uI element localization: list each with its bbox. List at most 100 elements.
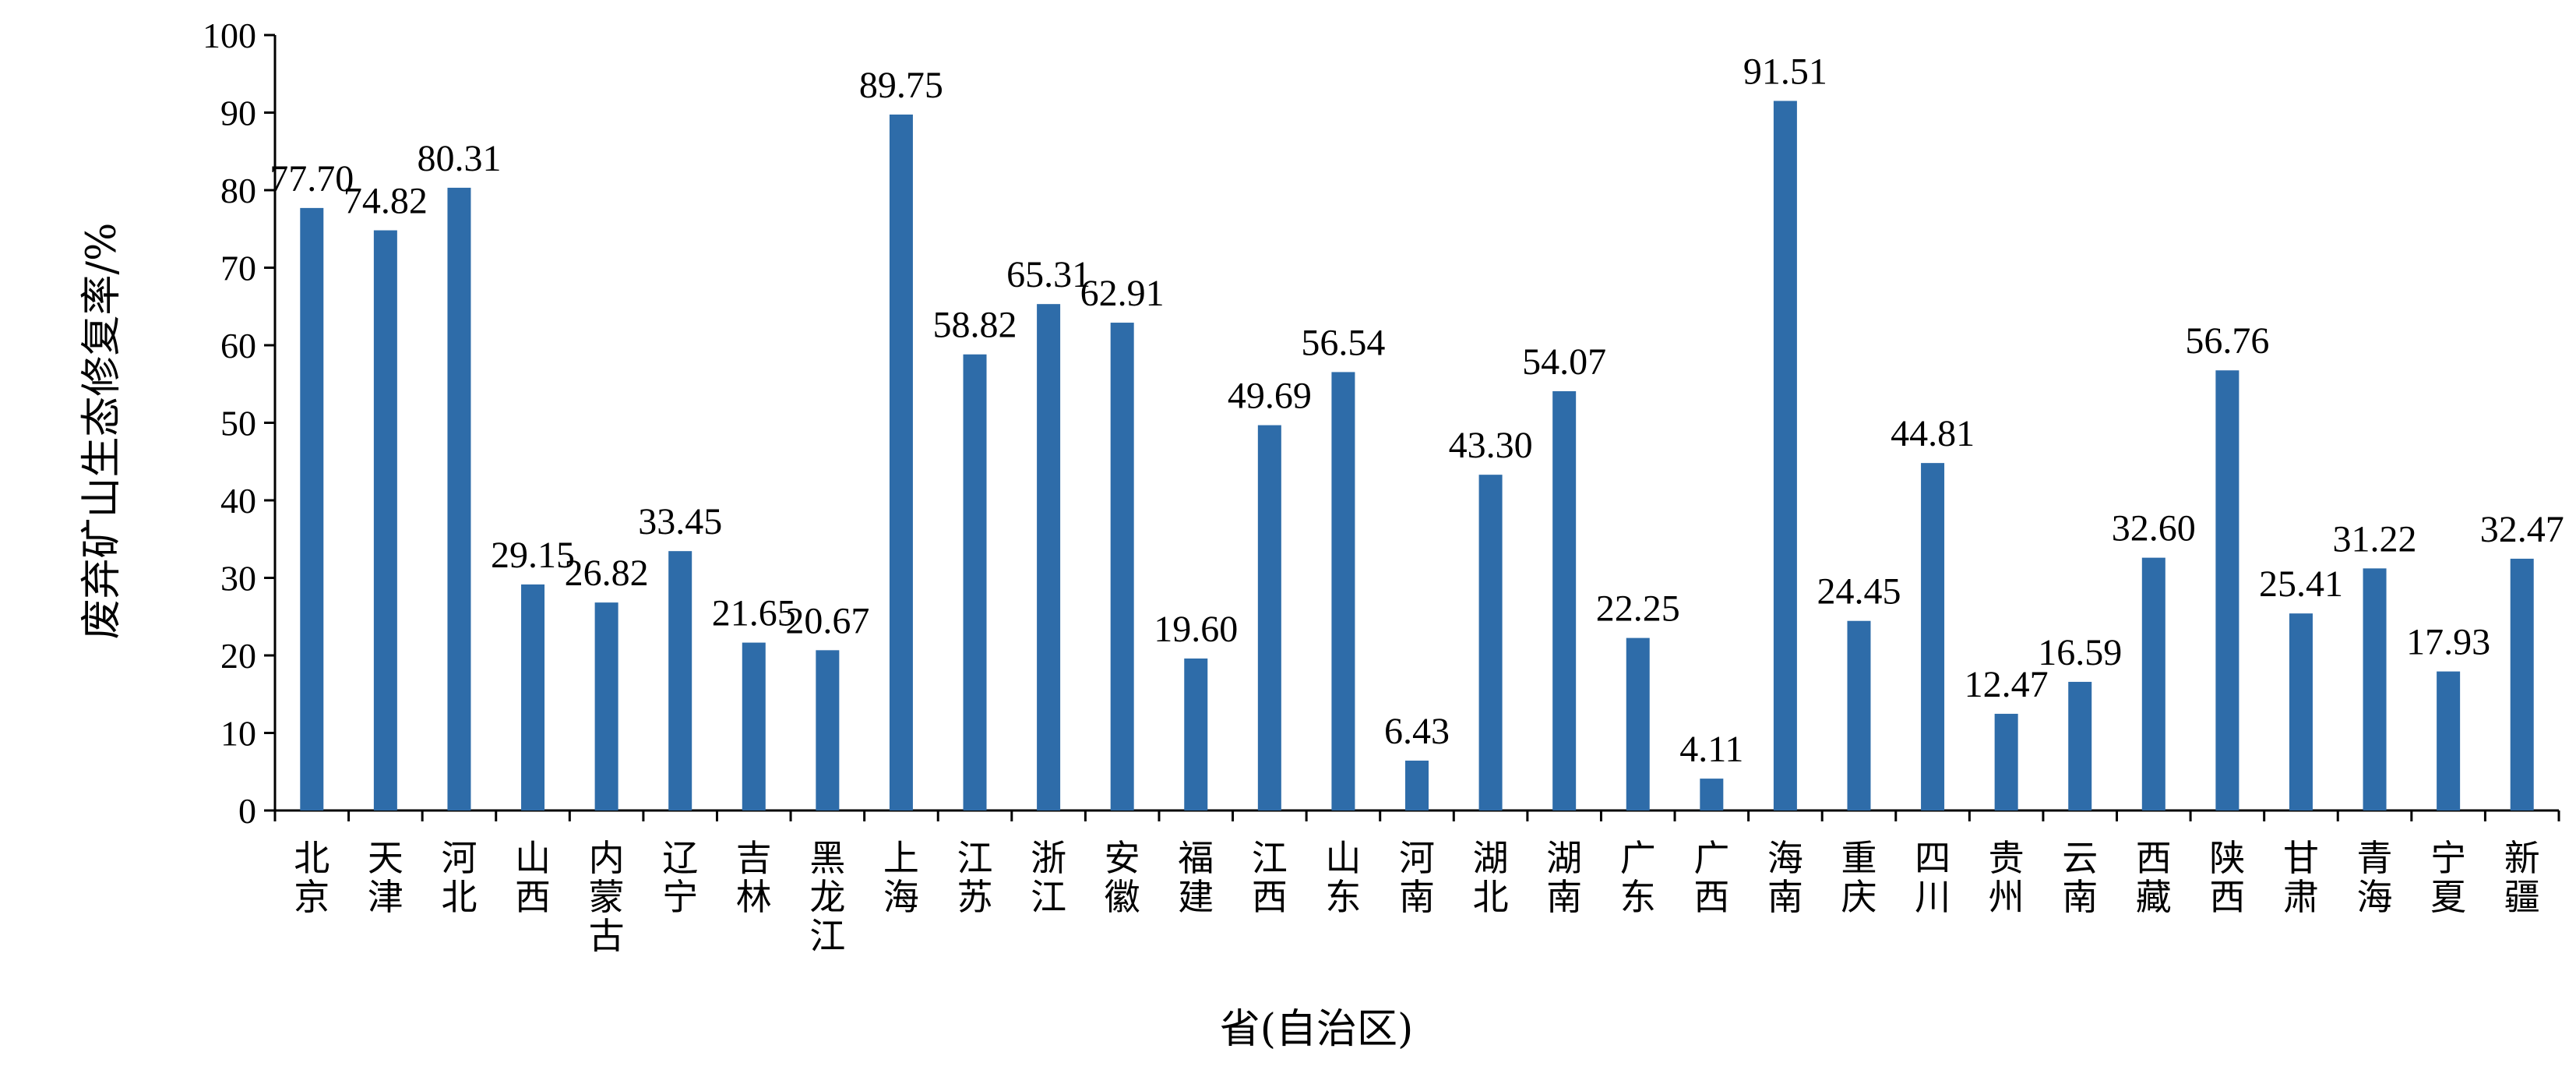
data-label: 43.30 [1449, 425, 1533, 466]
data-label: 22.25 [1596, 588, 1680, 630]
data-label: 25.41 [2259, 563, 2343, 605]
x-tick-label: 海南 [1767, 837, 1803, 918]
x-tick-label: 青海 [2357, 837, 2393, 918]
bar [889, 114, 913, 811]
bar [1331, 372, 1355, 810]
bar [1847, 620, 1871, 810]
plot-area: 0 10 20 30 40 50 60 70 80 90 100 77.70 北京 74.82 天津 80.3… [203, 16, 2564, 957]
bar [1994, 713, 2018, 810]
x-tick-label: 湖北 [1473, 837, 1509, 918]
x-tick-label: 江苏 [957, 837, 993, 918]
x-tick-label: 浙江 [1031, 837, 1066, 918]
data-label: 4.11 [1679, 729, 1743, 770]
x-tick-label: 广西 [1693, 837, 1729, 918]
data-label: 17.93 [2406, 622, 2490, 663]
x-tick-label: 山西 [515, 837, 551, 918]
x-tick-label: 福建 [1178, 837, 1214, 918]
data-label: 31.22 [2333, 518, 2417, 560]
x-tick-label: 西藏 [2136, 837, 2172, 918]
bar [816, 650, 840, 810]
data-label: 80.31 [417, 138, 501, 179]
bar [1478, 475, 1503, 810]
bar [2215, 370, 2239, 810]
x-tick-label: 吉林 [736, 837, 772, 918]
y-tick-label: 40 [220, 481, 256, 521]
bar [1921, 463, 1945, 810]
bar [521, 584, 545, 810]
x-tick-label: 北京 [294, 837, 329, 918]
data-label: 29.15 [491, 535, 575, 576]
data-label: 33.45 [638, 501, 722, 542]
x-tick-label: 宁夏 [2430, 837, 2466, 918]
y-tick-label: 70 [220, 249, 256, 288]
data-label: 56.54 [1301, 322, 1385, 363]
y-tick-label: 80 [220, 171, 256, 210]
data-label: 20.67 [785, 600, 869, 641]
data-label: 74.82 [344, 181, 428, 222]
data-label: 77.70 [270, 158, 354, 200]
data-label: 62.91 [1080, 273, 1165, 314]
data-label: 32.60 [2112, 508, 2196, 549]
y-tick-label: 60 [220, 326, 256, 365]
y-tick-label: 20 [220, 636, 256, 676]
data-label: 54.07 [1522, 341, 1606, 383]
bar [1257, 425, 1281, 810]
y-tick-label: 10 [220, 714, 256, 754]
bar [1110, 323, 1134, 810]
x-axis-title: 省(自治区) [1220, 1006, 1414, 1053]
y-tick-label: 0 [238, 791, 256, 831]
data-label: 58.82 [933, 305, 1017, 346]
x-tick-label: 陕西 [2209, 837, 2245, 918]
data-label: 26.82 [565, 553, 649, 594]
bar [2510, 558, 2534, 810]
x-tick-label: 云南 [2062, 837, 2098, 918]
y-tick-label: 90 [220, 94, 256, 133]
bar [668, 551, 692, 810]
data-label: 21.65 [712, 593, 796, 634]
x-tick-label: 内蒙古 [589, 837, 625, 957]
data-label: 89.75 [859, 65, 943, 106]
data-label: 32.47 [2480, 509, 2564, 550]
x-tick-label: 河北 [441, 837, 477, 918]
x-tick-label: 广东 [1620, 837, 1656, 918]
data-label: 6.43 [1384, 711, 1450, 752]
x-tick-label: 贵州 [1989, 837, 2025, 918]
y-tick-label: 50 [220, 404, 256, 443]
bar [2363, 568, 2387, 810]
data-label: 12.47 [1965, 664, 2049, 705]
x-tick-label: 山东 [1325, 837, 1361, 918]
x-tick-label: 河南 [1399, 837, 1435, 918]
bar [1405, 761, 1429, 810]
x-tick-label: 上海 [883, 837, 919, 918]
x-tick-label: 湖南 [1546, 837, 1582, 918]
bar [1037, 304, 1061, 810]
x-tick-label: 甘肃 [2283, 837, 2319, 918]
x-tick-label: 安徽 [1105, 837, 1140, 918]
x-tick-label: 江西 [1252, 837, 1288, 918]
bar [594, 602, 618, 810]
x-tick-label: 四川 [1915, 837, 1951, 918]
x-tick-label: 辽宁 [662, 837, 698, 918]
bar [963, 354, 987, 811]
bar [1626, 637, 1650, 810]
bar [2068, 681, 2092, 810]
y-tick-label: 100 [203, 16, 256, 55]
data-label: 91.51 [1743, 51, 1827, 92]
y-tick-label: 30 [220, 559, 256, 599]
bar [2289, 613, 2313, 810]
bar [742, 642, 766, 810]
y-axis-title: 废弃矿山生态修复率/% [79, 223, 125, 640]
bar [1552, 391, 1577, 810]
x-tick-label: 新疆 [2504, 837, 2540, 918]
data-label: 49.69 [1228, 376, 1312, 417]
data-label: 16.59 [2038, 632, 2122, 673]
bar [373, 230, 397, 810]
bar [2437, 671, 2461, 810]
data-label: 24.45 [1817, 571, 1901, 613]
data-label: 44.81 [1891, 413, 1975, 454]
data-label: 65.31 [1006, 254, 1091, 295]
bar [1700, 779, 1724, 810]
bar [2141, 557, 2165, 810]
data-label: 19.60 [1154, 609, 1238, 650]
